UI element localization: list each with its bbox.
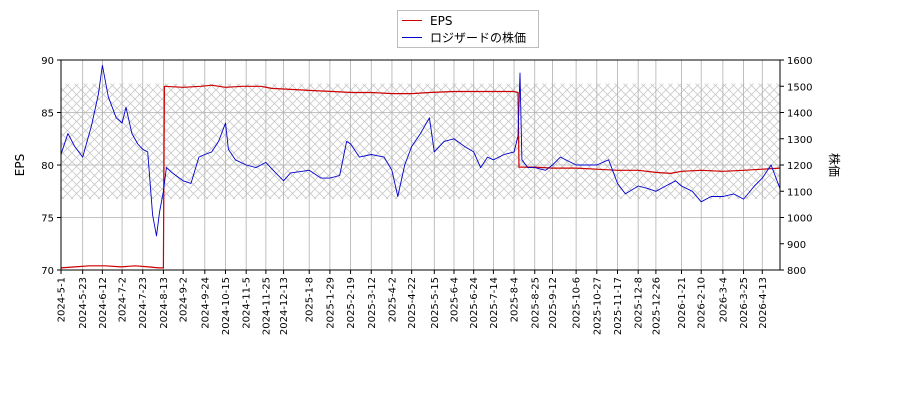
legend-swatch-price <box>402 37 422 38</box>
x-tick-label: 2025-3-12 <box>367 277 378 329</box>
x-tick-label: 2024-9-2 <box>179 277 190 322</box>
x-tick-label: 2024-6-12 <box>98 277 109 329</box>
x-tick-label: 2025-1-8 <box>305 277 316 322</box>
x-tick-label: 2025-4-22 <box>407 277 418 329</box>
y-tick-label-right: 1100 <box>787 187 812 198</box>
y-tick-label-right: 1300 <box>787 135 812 146</box>
x-tick-label: 2025-4-2 <box>387 277 398 322</box>
series-line-eps <box>61 84 780 269</box>
y-tick-label-left: 90 <box>41 56 54 67</box>
x-tick-label: 2025-10-6 <box>572 277 583 329</box>
x-tick-label: 2024-5-1 <box>57 277 68 322</box>
x-tick-label: 2025-7-14 <box>489 277 500 329</box>
x-tick-label: 2024-7-23 <box>138 277 149 329</box>
y-tick-label-right: 1000 <box>787 214 812 225</box>
x-tick-label: 2026-3-4 <box>718 277 729 322</box>
legend-item-price: ロジザードの株価 <box>402 30 532 46</box>
x-tick-label: 2025-1-29 <box>325 277 336 329</box>
y-tick-label-right: 900 <box>787 240 806 251</box>
x-tick-label: 2025-11-17 <box>613 277 624 335</box>
x-tick-label: 2025-8-25 <box>530 277 541 329</box>
x-tick-label: 2025-5-15 <box>430 277 441 329</box>
legend-label-eps: EPS <box>430 14 453 28</box>
x-tick-label: 2024-11-5 <box>242 277 253 329</box>
shaded-band <box>61 83 780 200</box>
y-tick-label-right: 1200 <box>787 161 812 172</box>
x-tick-label: 2025-6-24 <box>469 277 480 329</box>
y-tick-label-right: 1500 <box>787 82 812 93</box>
x-tick-label: 2025-12-8 <box>634 277 645 329</box>
x-tick-label: 2025-9-12 <box>548 277 559 329</box>
x-tick-label: 2024-7-2 <box>118 277 129 322</box>
x-tick-label: 2026-2-10 <box>697 277 708 329</box>
legend-swatch-eps <box>402 20 422 21</box>
shaded-band-layer <box>61 83 780 200</box>
x-tick-label: 2024-12-13 <box>279 277 290 335</box>
y-tick-label-left: 80 <box>41 161 54 172</box>
y-tick-label-left: 85 <box>41 109 54 120</box>
y-tick-label-left: 70 <box>41 266 54 277</box>
legend-label-price: ロジザードの株価 <box>430 31 527 45</box>
x-tick-label: 2024-8-13 <box>159 277 170 329</box>
y-tick-label-right: 800 <box>787 266 806 277</box>
x-tick-label: 2026-4-13 <box>758 277 769 329</box>
x-tick-label: 2025-12-26 <box>651 277 662 335</box>
x-tick-label: 2025-10-27 <box>592 277 603 335</box>
y-axis-title-right: 株価 <box>827 153 842 177</box>
x-tick-label: 2025-8-4 <box>510 277 521 322</box>
x-tick-label: 2024-9-24 <box>200 277 211 329</box>
series-layer <box>61 64 780 269</box>
y-axis-title-left: EPS <box>13 154 27 176</box>
x-tick-label: 2025-6-4 <box>449 277 460 322</box>
y-tick-label-right: 1600 <box>787 56 812 67</box>
x-tick-label: 2026-3-25 <box>739 277 750 329</box>
series-line-price <box>61 64 780 237</box>
legend: EPS ロジザードの株価 <box>397 10 539 48</box>
legend-item-eps: EPS <box>402 13 532 29</box>
y-tick-label-left: 75 <box>41 214 54 225</box>
y-tick-label-right: 1400 <box>787 109 812 120</box>
x-tick-label: 2024-10-15 <box>221 277 232 335</box>
x-tick-label: 2024-5-23 <box>78 277 89 329</box>
x-tick-label: 2025-2-19 <box>346 277 357 329</box>
x-tick-label: 2024-11-25 <box>261 277 272 335</box>
axis-layer: 70 75 80 85 90 800 900 1000 1100 1200 1300 1400 1500… <box>41 56 812 335</box>
x-tick-label: 2026-1-21 <box>677 277 688 329</box>
